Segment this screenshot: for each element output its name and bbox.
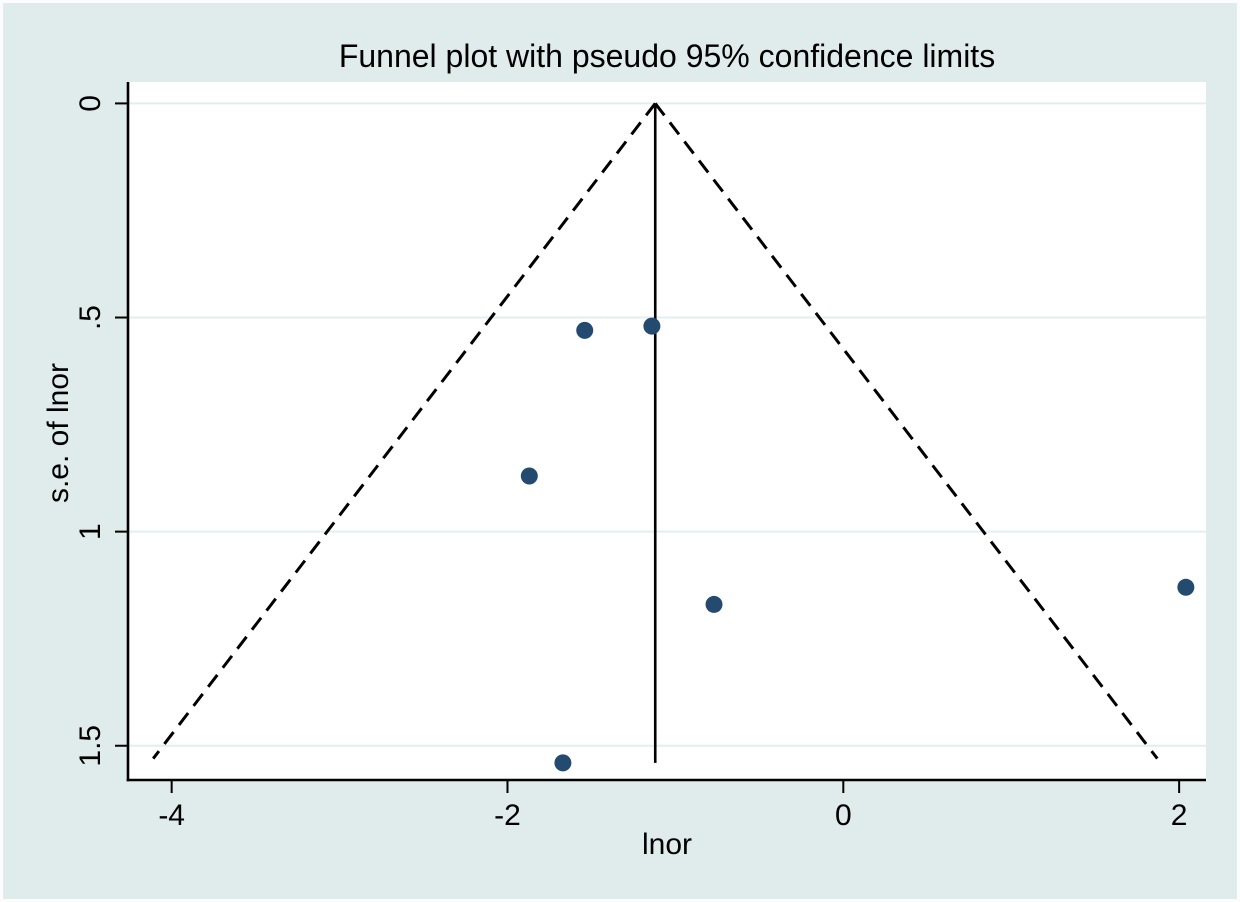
chart-title: Funnel plot with pseudo 95% confidence l… [339,38,995,74]
data-points-layer [520,317,1195,772]
tick-marks-layer [115,102,1181,793]
gridlines-layer [128,102,1206,747]
study-point [554,754,572,772]
y-tick-label: .5 [74,305,107,330]
tick-labels-layer: -4 -2 0 2 0 .5 1 1.5 [74,95,1187,832]
x-tick-label: 0 [835,799,852,832]
y-tick-label: 0 [74,95,107,112]
study-point [643,317,661,335]
study-point [520,467,538,485]
study-point [705,595,723,613]
confidence-funnel-layer [151,102,1159,763]
x-tick-label: 2 [1171,799,1188,832]
axes-layer [126,82,1206,782]
plot-region [128,82,1206,780]
funnel-plot-svg: -4 -2 0 2 0 .5 1 1.5 Funnel plot with pseudo 95… [42,38,1206,861]
pseudo-ci-line-right [654,102,1159,760]
y-tick-label: 1 [74,523,107,540]
study-point [1177,578,1195,596]
x-tick-label: -4 [158,799,185,832]
x-axis-title: lnor [642,828,692,861]
x-tick-label: -2 [494,799,521,832]
y-tick-label: 1.5 [74,725,107,767]
study-point [576,321,594,339]
pseudo-ci-line-left [151,102,657,760]
y-axis-title: s.e. of lnor [42,363,75,503]
